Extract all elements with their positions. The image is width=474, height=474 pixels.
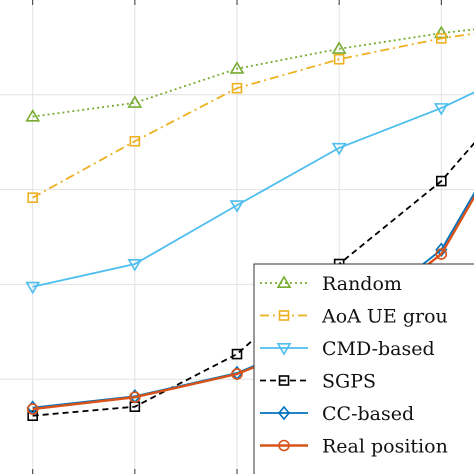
- data-point: [129, 391, 141, 404]
- legend-marker: [278, 439, 290, 452]
- legend-marker: [277, 405, 291, 421]
- data-point: [127, 259, 143, 272]
- legend-item: CC-based: [260, 403, 414, 425]
- data-point: [231, 82, 243, 94]
- legend-label: Random: [322, 273, 402, 295]
- series-line: [32, 28, 474, 118]
- data-point: [436, 175, 447, 187]
- legend-item: Random: [260, 273, 402, 295]
- legend-marker: [278, 310, 290, 321]
- data-point: [129, 135, 141, 147]
- data-point: [127, 95, 143, 108]
- legend-item: AoA UE grou: [260, 306, 448, 328]
- legend-label: AoA UE grou: [321, 306, 448, 328]
- legend-marker: [278, 375, 290, 386]
- data-point: [331, 41, 347, 54]
- data-point: [231, 348, 243, 360]
- data-point: [435, 248, 448, 260]
- data-point: [433, 25, 449, 39]
- legend-label: CMD-based: [322, 338, 435, 360]
- series-line: [32, 32, 474, 199]
- series-1: [25, 25, 474, 122]
- data-point: [25, 281, 41, 295]
- data-point: [25, 109, 41, 122]
- legend-marker: [276, 275, 292, 289]
- legend-item: Real position: [260, 436, 448, 458]
- legend-label: CC-based: [322, 403, 414, 425]
- data-point: [27, 192, 38, 203]
- data-point: [331, 142, 347, 156]
- series-line: [32, 91, 474, 288]
- data-point: [26, 403, 39, 415]
- data-point: [27, 410, 38, 421]
- data-point: [229, 200, 245, 213]
- legend-item: CMD-based: [260, 338, 435, 360]
- data-point: [231, 368, 243, 380]
- legend-box: [253, 263, 474, 474]
- legend-label: SGPS: [322, 371, 376, 393]
- legend: Random AoA UE grou CMD-based SGPS CC-based Re…: [253, 263, 474, 474]
- data-point: [436, 33, 447, 44]
- series-3: [25, 91, 474, 295]
- data-point: [433, 103, 449, 116]
- series-2: [27, 32, 474, 203]
- data-point: [333, 53, 345, 65]
- legend-marker: [276, 342, 292, 356]
- data-point: [229, 61, 245, 74]
- legend-item: SGPS: [260, 371, 376, 393]
- legend-label: Real position: [322, 436, 448, 458]
